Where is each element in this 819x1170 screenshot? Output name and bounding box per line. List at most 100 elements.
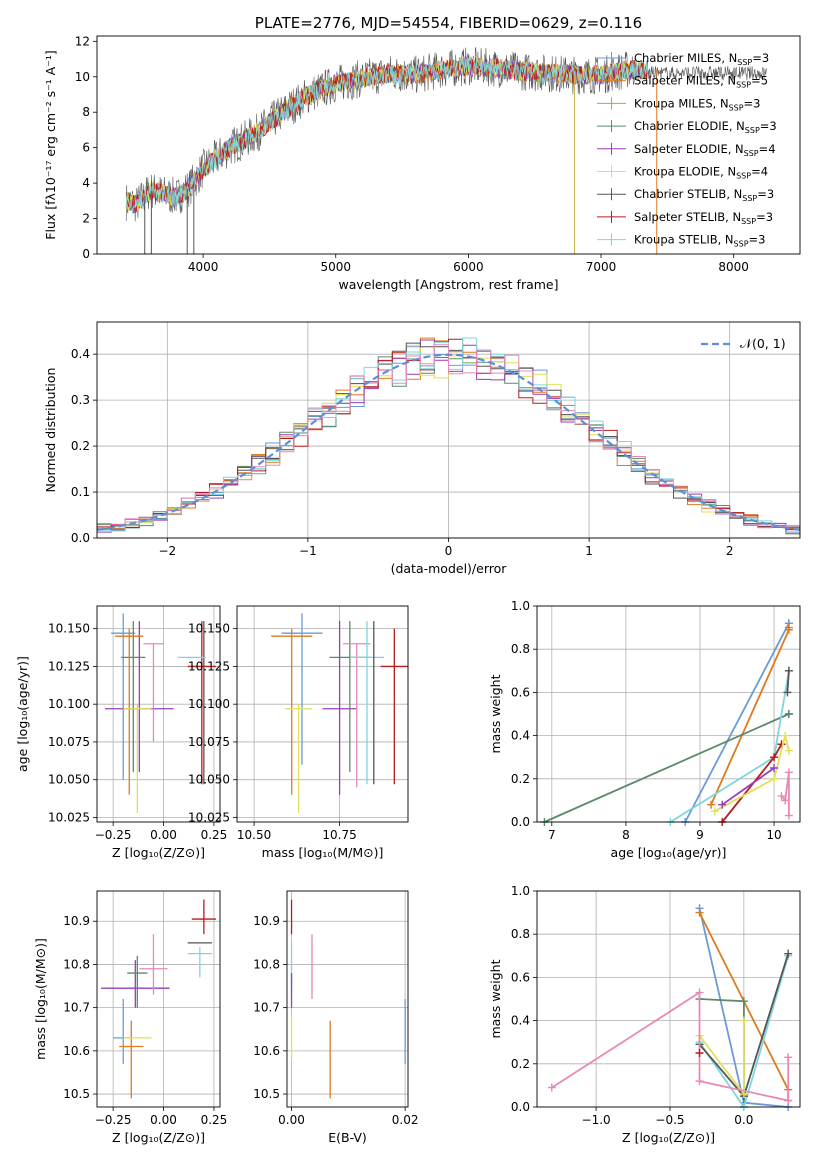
data-point-marker	[784, 710, 793, 718]
mass-weight-line	[544, 713, 790, 823]
y-axis-label: mass [log₁₀(M/M⊙)]	[33, 938, 48, 1060]
data-point-marker	[707, 800, 716, 809]
legend-label-text: Kroupa STELIB, N	[634, 233, 734, 247]
y-tick-label: 10.8	[253, 957, 280, 971]
axes-frame	[96, 321, 801, 539]
y-tick-label: 12	[75, 34, 90, 48]
x-tick-label: −0.25	[95, 828, 132, 842]
chart-panel-5: 7 8 9 10 0.0 0.2 0.4 0.6 0.8 1.0 age [log₁₀(age/yr…	[488, 599, 801, 860]
x-tick-label: 0.02	[392, 1113, 419, 1127]
axes-frame	[96, 890, 221, 1108]
data-point-marker	[784, 666, 793, 675]
spectrum-series-line	[125, 56, 648, 213]
x-tick-label: 0.25	[201, 828, 228, 842]
data-point-marker	[777, 792, 786, 801]
y-tick-label: 8	[82, 105, 90, 119]
y-tick-label: 10.5	[63, 1087, 90, 1101]
data-point-marker	[695, 908, 704, 917]
y-tick-label: 0.6	[511, 685, 530, 699]
y-tick-label: 10.075	[48, 735, 90, 749]
y-tick-label: 0.0	[71, 531, 90, 545]
legend-label-text: Chabrier STELIB, N	[634, 187, 742, 201]
y-tick-label: 0.3	[71, 393, 90, 407]
legend-label: Chabrier ELODIE, NSSP=3	[634, 119, 777, 135]
x-tick-label: 10	[766, 828, 781, 842]
x-axis-label: wavelength [Angstrom, rest frame]	[338, 277, 558, 292]
legend-label: Chabrier MILES, NSSP=3	[634, 51, 769, 67]
x-axis-label: Z [log₁₀(Z/Z⊙)]	[112, 845, 205, 860]
x-tick-label: 0.00	[150, 828, 177, 842]
legend-label-value: =4	[751, 165, 768, 179]
y-tick-label: 1.0	[511, 599, 530, 613]
mass-weight-line	[714, 735, 790, 812]
data-point-marker	[547, 1083, 556, 1092]
x-tick-label: −1.0	[582, 1113, 611, 1127]
y-tick-label: 0.6	[511, 970, 530, 984]
data-point-marker	[710, 807, 719, 816]
legend-label-value: =5	[751, 74, 768, 88]
y-tick-label: 10.125	[48, 659, 90, 673]
x-tick-label: −2	[158, 544, 176, 558]
chart-panel-1: 4000 5000 6000 7000 8000 0 2 4 6 8 10 12 PLATE=2776,…	[43, 14, 801, 292]
histogram-step	[97, 344, 800, 534]
legend-label-subscript: SSP	[729, 103, 744, 112]
legend-label-text: Chabrier ELODIE, N	[634, 119, 745, 133]
x-tick-label: −1	[299, 544, 317, 558]
legend-label-value: =3	[757, 187, 774, 201]
x-axis-label: Z [log₁₀(Z/Z⊙)]	[112, 1130, 205, 1145]
y-axis-label: mass weight	[488, 674, 503, 753]
data-point-marker	[784, 623, 793, 632]
data-point-marker	[718, 800, 727, 809]
x-tick-label: 0.00	[150, 1113, 177, 1127]
data-point-marker	[784, 811, 793, 820]
chart-panel-7: 0.00 0.02 10.5 10.6 10.7 10.8 10.9 E(B-V)	[253, 890, 419, 1145]
legend-label-value: =4	[759, 142, 776, 156]
legend-label-subscript: SSP	[734, 240, 749, 249]
legend-label-subscript: SSP	[742, 194, 757, 203]
x-tick-label: 9	[696, 828, 704, 842]
x-axis-label: (data-model)/error	[391, 561, 508, 576]
y-tick-label: 0.0	[511, 815, 530, 829]
legend-label-text: Kroupa MILES, N	[634, 96, 729, 110]
legend-label-subscript: SSP	[736, 172, 751, 181]
y-tick-label: 10.7	[253, 1001, 280, 1015]
y-tick-label: 1.0	[511, 884, 530, 898]
y-tick-label: 0.2	[511, 1057, 530, 1071]
x-tick-label: 0	[445, 544, 453, 558]
chart-panel-8: −1.0 −0.5 0.0 0.0 0.2 0.4 0.6 0.8 1.0 Z [log₁₀(Z/…	[488, 884, 801, 1145]
legend-label: Kroupa MILES, NSSP=3	[634, 96, 760, 112]
legend-label-value: =3	[752, 51, 769, 65]
y-tick-label: 10.7	[63, 1001, 90, 1015]
legend-label: Kroupa STELIB, NSSP=3	[634, 233, 765, 249]
mass-weight-line	[721, 767, 775, 806]
y-tick-label: 10.075	[188, 735, 230, 749]
x-tick-label: 2	[726, 544, 734, 558]
legend-label: Chabrier STELIB, NSSP=3	[634, 187, 774, 203]
y-axis-label: Flux [fλ10⁻¹⁷ erg cm⁻² s⁻¹ A⁻¹]	[43, 50, 58, 239]
y-tick-label: 10.150	[48, 622, 90, 636]
y-tick-label: 0.4	[71, 347, 90, 361]
axes-frame	[236, 605, 409, 823]
chart-title: PLATE=2776, MJD=54554, FIBERID=0629, z=0…	[255, 14, 642, 32]
legend-label: Kroupa ELODIE, NSSP=4	[634, 165, 768, 181]
legend-label-value: =3	[749, 233, 766, 247]
y-tick-label: 0.4	[511, 1014, 530, 1028]
chart-panel-6: −0.25 0.00 0.25 10.5 10.6 10.7 10.8 10.9 Z [log₁…	[33, 890, 227, 1145]
x-tick-label: 7	[548, 828, 556, 842]
y-tick-label: 0.1	[71, 485, 90, 499]
data-point-marker	[784, 768, 793, 777]
legend-label-text: Chabrier MILES, N	[634, 51, 737, 65]
data-point-marker	[781, 731, 790, 740]
y-tick-label: 10	[75, 70, 90, 84]
y-tick-label: 0.2	[71, 439, 90, 453]
x-tick-label: 1	[585, 544, 593, 558]
legend-label-subscript: SSP	[744, 149, 759, 158]
x-tick-label: 8000	[718, 260, 749, 274]
axes-frame	[96, 605, 221, 823]
chart-panel-4: 10.50 10.75 10.025 10.050 10.075 10.100 10.125…	[188, 605, 409, 860]
y-tick-label: 10.050	[188, 773, 230, 787]
legend-label-text: Salpeter ELODIE, N	[634, 142, 744, 156]
legend-label-text: Kroupa ELODIE, N	[634, 165, 736, 179]
x-tick-label: 4000	[188, 260, 219, 274]
